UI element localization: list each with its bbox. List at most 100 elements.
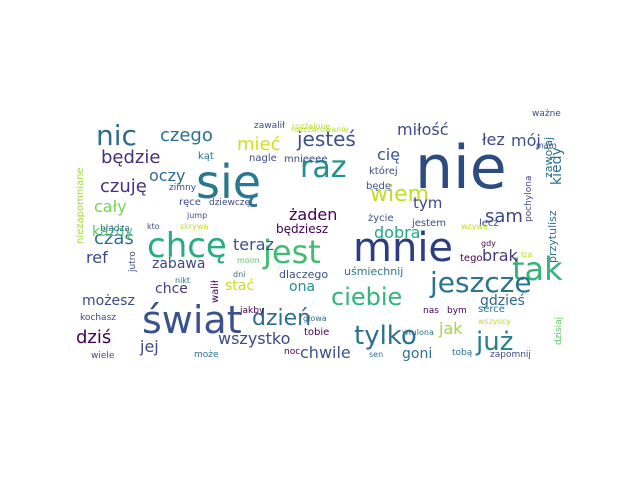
word-moj: mój (511, 131, 541, 150)
word-jej: jej (139, 337, 159, 356)
word-dzien: dzień (252, 306, 311, 331)
word-pochylona: pochylona (524, 176, 534, 222)
word-stac: stać (225, 278, 254, 294)
word-chce: chce (155, 281, 188, 297)
word-bym: bym (447, 306, 467, 316)
word-teraz: teraz (233, 235, 274, 254)
word-jestes: jesteś (296, 127, 356, 151)
word-walil: walił (210, 280, 221, 303)
word-nic: nic (96, 119, 137, 152)
word-jeszcze: jeszcze (429, 266, 532, 299)
word-kat: kąt (198, 151, 214, 162)
word-zycie: życie (368, 213, 394, 224)
word-usmiechnij: uśmiechnij (344, 265, 403, 278)
word-ciebie: ciebie (331, 283, 402, 311)
word-zaden: żaden (289, 205, 337, 224)
word-niezapomniane: niezapomniane (75, 167, 86, 244)
word-kiedy: kiedy (549, 147, 565, 185)
word-rozzalone: rozżalone (292, 122, 330, 131)
word-lza: łza (521, 250, 532, 259)
word-dni: dni (233, 270, 245, 279)
word-wiem: wiem (370, 182, 429, 207)
word-nagle: nagle (249, 153, 277, 164)
word-rece: ręce (179, 197, 201, 208)
word-miec: mieć (237, 134, 281, 155)
word-cie: cię (377, 145, 400, 164)
word-zawolaj: zawołaj (542, 137, 555, 178)
word-bede: będę (366, 181, 391, 192)
word-jutro: jutro (128, 251, 138, 273)
word-kazdy: każdy (92, 224, 133, 240)
word-mozesz: możesz (82, 293, 135, 309)
word-bedziesz: będziesz (276, 222, 328, 236)
word-zapomnij: zapomnij (490, 350, 531, 360)
word-zabawa: zabawa (152, 256, 205, 272)
word-ona: ona (289, 279, 315, 295)
word-nikt: nikt (175, 276, 190, 285)
word-tak: tak (512, 250, 563, 288)
word-lez: łez (482, 130, 505, 149)
word-gdzies: gdzieś (480, 293, 525, 309)
word-ktorej: której (369, 165, 398, 177)
word-czas: czas (94, 228, 134, 249)
word-wiele: wiele (91, 351, 115, 361)
word-oczy: oczy (149, 166, 185, 185)
word-toba: tobą (452, 348, 473, 358)
word-wazne: ważne (532, 109, 561, 119)
word-brak: brak (482, 246, 519, 265)
word-noc: noc (284, 347, 300, 357)
word-mnie: mnie (353, 225, 453, 271)
word-przytulisz: przytulisz (546, 210, 559, 263)
word-jump: jump (186, 211, 207, 220)
word-tego: tego (460, 253, 483, 264)
word-jestem: jestem (411, 218, 446, 229)
word-wtulona: wtulona (402, 328, 434, 337)
word-caly: cały (94, 197, 127, 216)
word-serce: serce (478, 304, 505, 315)
word-kto: kto (147, 222, 160, 231)
word-czuje: czuję (100, 176, 147, 197)
word-sie: się (196, 155, 261, 209)
word-lecz: lecz (479, 218, 499, 229)
word-moze: może (194, 350, 219, 360)
word-jak: jak (438, 319, 463, 338)
word-goni: goni (402, 346, 432, 362)
word-mam: mam (536, 141, 557, 150)
word-sam: sam (485, 206, 523, 227)
word-juz: już (475, 327, 513, 357)
word-bladza: błądzą (100, 224, 130, 234)
word-czego: czego (160, 125, 213, 146)
word-jakby: jakby (239, 306, 265, 316)
word-gdy: gdy (481, 239, 496, 248)
word-dziewcze: dziewczę (209, 198, 251, 208)
word-bedzie: będzie (101, 147, 160, 168)
word-ref: ref (86, 248, 108, 267)
word-zawalil: zawalił (254, 121, 285, 131)
word-skrywa: skrywa (180, 222, 208, 231)
word-kochasz: kochasz (80, 313, 116, 323)
word-jest: jest (262, 233, 321, 271)
cloud-background (80, 112, 560, 368)
word-sen: sen (369, 350, 383, 359)
word-swiat: świat (142, 298, 242, 342)
word-chce: chcę (147, 226, 227, 266)
word-dobra: dobra (374, 223, 420, 242)
word-dlaczego: dlaczego (279, 268, 328, 281)
word-chwile: chwile (300, 343, 351, 362)
word-nie: nie (415, 133, 507, 203)
word-rozczarowanie: rozczarowanie (291, 125, 348, 134)
word-raz: raz (300, 150, 346, 185)
word-tobie: tobie (304, 327, 329, 338)
word-dzis: dziś (76, 327, 111, 348)
word-milosc: miłość (397, 120, 449, 139)
word-glowa: głowa (303, 314, 327, 323)
word-wszystko: wszystko (218, 329, 290, 348)
word-dzisiaj: dzisiaj (554, 317, 564, 345)
word-tym: tym (413, 194, 442, 212)
word-nas: nas (423, 306, 439, 316)
word-moim: moim (237, 256, 260, 265)
word-tylko: tylko (354, 321, 417, 351)
word-wszyscy: wszyscy (478, 317, 511, 326)
